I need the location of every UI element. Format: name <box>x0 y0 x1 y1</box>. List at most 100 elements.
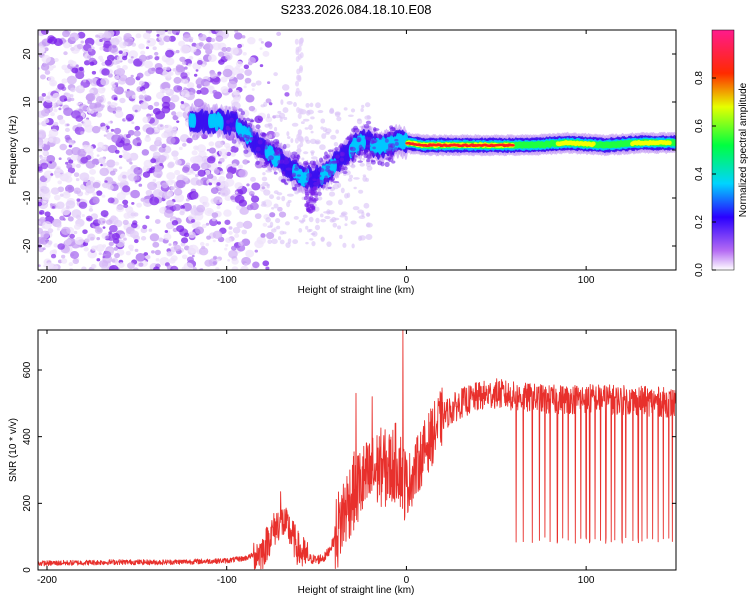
spectrogram-ridge-halo <box>394 138 399 142</box>
spectrogram-noise-blob <box>103 134 107 137</box>
spectrogram-noise-blob <box>104 180 108 184</box>
spectrogram-faint-blob <box>358 189 364 194</box>
spectrogram-noise-blob <box>183 232 190 238</box>
spectrogram-noise-blob <box>259 64 264 68</box>
spectrogram-noise-blob <box>70 154 79 161</box>
spectrogram-noise-blob <box>192 266 197 270</box>
spectrogram-noise-blob <box>223 209 232 217</box>
spectrogram-noise-blob <box>55 172 62 179</box>
spectrogram-faint-blob <box>293 102 297 107</box>
spectrogram-noise-blob <box>140 101 149 110</box>
spectrogram-noise-blob <box>60 226 71 236</box>
spectrogram-noise-blob <box>39 216 46 223</box>
spectrogram-noise-blob <box>188 38 194 43</box>
colorbar-ticks: 0.0 0.2 0.4 0.6 0.8 <box>694 71 716 277</box>
spectrogram-noise-blob <box>208 141 215 147</box>
spectrogram-noise-blob <box>40 185 48 193</box>
spectrogram-faint-blob <box>337 182 342 188</box>
spectrogram-noise-blob <box>102 244 107 248</box>
spectrogram-noise-blob <box>206 173 214 180</box>
spectrogram-ridge-halo <box>313 181 320 186</box>
spectrogram-noise-blob <box>224 195 232 202</box>
spectrogram-noise-blob <box>166 199 175 207</box>
spectrogram-faint-blob <box>279 239 285 245</box>
spectrogram-noise-blob <box>115 60 121 64</box>
spectrogram-ridge-halo <box>286 178 292 182</box>
spectrogram-noise-blob <box>219 170 225 175</box>
spectrogram-noise-blob <box>73 187 82 195</box>
spectrogram-noise-blob <box>66 123 70 127</box>
snr-y-tick-label: 400 <box>22 428 33 445</box>
spectrogram-faint-blob <box>284 221 290 226</box>
spectrogram-noise-blob <box>66 75 77 85</box>
spectrogram-ridge-halo <box>373 128 380 131</box>
spectrogram-noise-blob <box>181 266 186 270</box>
spectrogram-noise-blob <box>168 35 176 42</box>
spectrogram-noise-blob <box>218 163 222 167</box>
spectrogram-noise-blob <box>238 169 248 178</box>
spectrogram-noise-blob <box>85 155 92 161</box>
spectrogram-noise-blob <box>114 82 119 86</box>
spectrogram-noise-blob <box>59 143 68 151</box>
spectrogram-noise-blob <box>149 144 158 152</box>
spectrogram-noise-blob <box>181 175 189 182</box>
spectrogram-noise-blob <box>196 204 206 213</box>
spectrogram-noise-blob <box>242 220 253 229</box>
spectrogram-noise-blob <box>189 156 199 164</box>
spectrogram-ridge-halo <box>296 154 301 160</box>
spectrogram-noise-blob <box>38 141 45 149</box>
spectrogram-noise-blob <box>145 46 150 50</box>
spectrogram-faint-blob <box>302 118 310 122</box>
spectrogram-noise-blob <box>121 55 128 61</box>
spectrogram-ridge-halo <box>294 183 301 188</box>
spectrogram-ridge-halo <box>389 153 394 157</box>
spectrogram-noise-blob <box>52 249 58 254</box>
spectrogram-noise-blob <box>101 68 110 76</box>
spectrogram-noise-blob <box>209 72 218 79</box>
spectrogram-noise-blob <box>138 54 147 62</box>
spectrogram-ridge-halo <box>318 157 324 163</box>
spectrogram-noise-blob <box>171 150 179 157</box>
spectrogram-faint-blob <box>276 192 283 196</box>
snr-y-tick-label: 0 <box>22 567 33 573</box>
spectrogram-noise-blob <box>228 231 233 235</box>
spectrogram-faint-blob <box>325 131 330 135</box>
spectrogram-faint-blob <box>260 104 266 108</box>
spectrogram-streak-blob <box>297 53 302 60</box>
spectrogram-noise-blob <box>218 176 226 182</box>
spectrogram-ridge-halo <box>238 118 242 123</box>
spectrogram-noise-blob <box>150 166 155 171</box>
spectrogram-ridge-halo <box>387 143 393 148</box>
snr-x-ticks: -200 -100 0 100 <box>37 330 595 586</box>
spectrogram-noise-blob <box>261 186 265 190</box>
spectrogram-faint-blob <box>353 177 360 180</box>
spectrogram-noise-blob <box>191 254 195 258</box>
spectrogram-noise-blob <box>250 176 256 182</box>
spectrogram-noise-blob <box>183 262 194 270</box>
spectrogram-ridge-halo <box>346 161 350 165</box>
spectrogram-noise-blob <box>202 201 210 208</box>
spectrogram-noise-blob <box>107 121 111 124</box>
spectrogram-noise-blob <box>99 38 103 43</box>
spectrogram-noise-blob <box>101 266 109 270</box>
spectrogram-noise-blob <box>70 97 75 102</box>
spectrogram-noise-blob <box>107 73 113 78</box>
spectrogram-faint-blob <box>319 213 324 218</box>
spectrogram-noise-blob <box>60 258 68 264</box>
spectrogram-ridge-halo <box>376 155 383 158</box>
spectrogram-noise-blob <box>88 47 93 52</box>
spectrogram-tail-blob <box>312 186 317 191</box>
spectrogram-faint-blob <box>342 242 347 248</box>
spectrogram-ridge-halo <box>369 139 375 145</box>
spectrogram-noise-blob <box>141 90 147 94</box>
spectrogram-noise-blob <box>63 98 68 102</box>
spectrogram-faint-blob <box>333 217 340 221</box>
spectrogram-noise-blob <box>69 32 80 42</box>
spectrogram-noise-blob <box>57 83 65 90</box>
spectrogram-faint-blob <box>274 114 282 119</box>
spectrogram-noise-blob <box>135 33 142 39</box>
snr-x-tick-label: 0 <box>404 575 410 586</box>
spectrogram-noise-blob <box>175 179 186 189</box>
spectrogram-ridge-halo <box>285 167 293 171</box>
spectrogram-noise-blob <box>117 262 125 268</box>
